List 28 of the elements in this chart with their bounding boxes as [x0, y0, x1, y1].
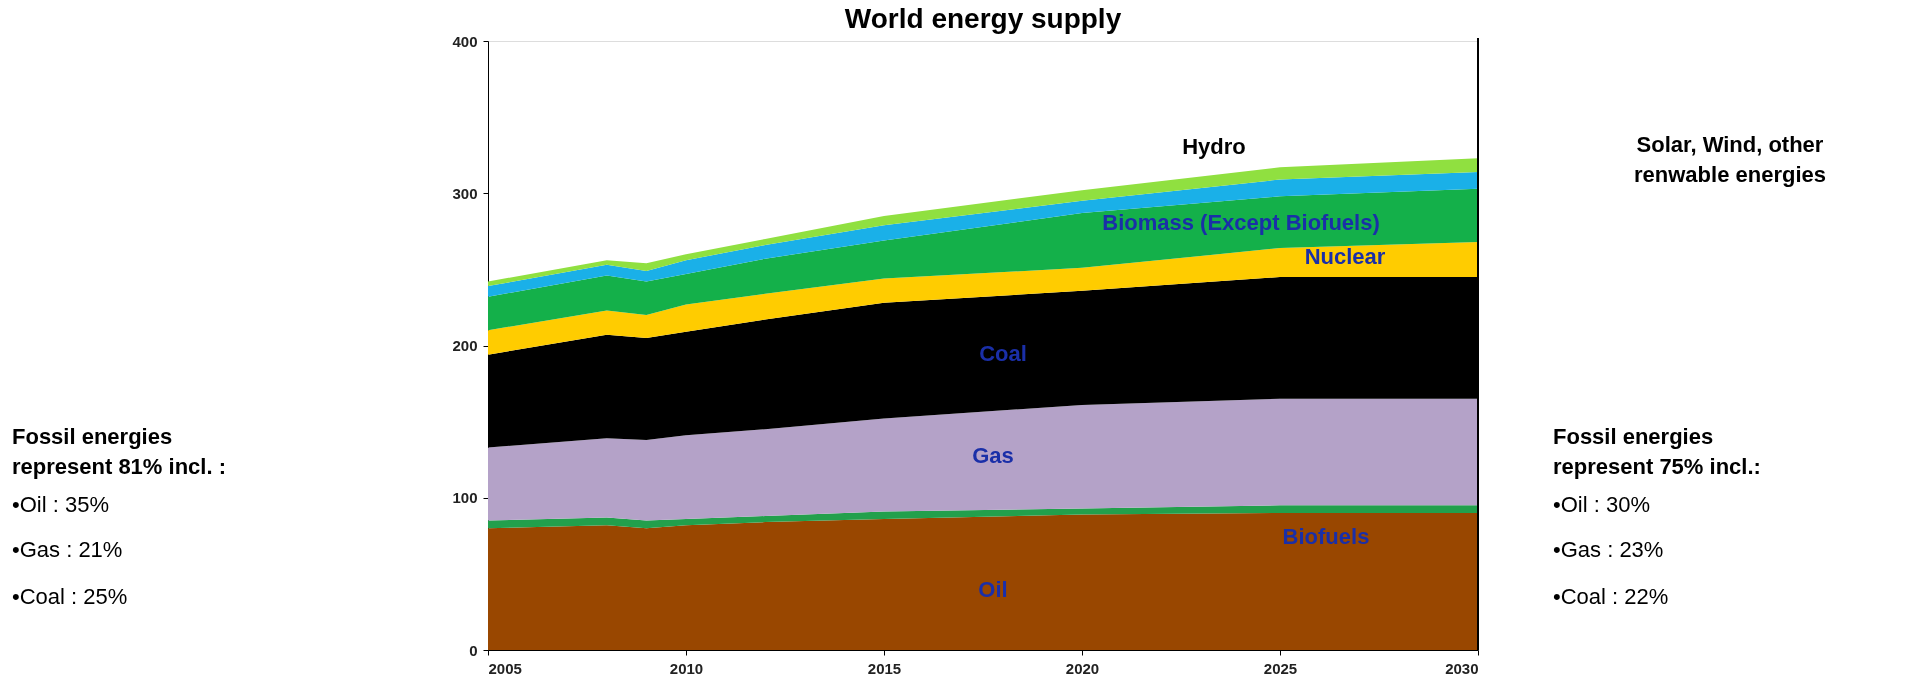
x-tick-label: 2015	[867, 659, 902, 677]
x-tick-label: 2030	[1445, 659, 1479, 677]
annotation: Nuclear	[1304, 244, 1386, 269]
y-tick-label: 100	[452, 489, 478, 507]
x-tick-label: 2020	[1065, 659, 1100, 677]
annotation: Biomass (Except Biofuels)	[1102, 210, 1380, 235]
annotation: Gas	[972, 443, 1014, 468]
y-tick-label: 0	[469, 641, 478, 659]
annotation: Hydro	[1182, 134, 1246, 159]
text: •Gas : 21%	[12, 537, 123, 562]
x-tick-label: 2010	[669, 659, 704, 677]
x-tick-label: 2025	[1263, 659, 1298, 677]
annotation: Coal	[979, 341, 1027, 366]
text: Fossil energies represent 81% incl. :	[12, 424, 226, 479]
y-tick-label: 200	[452, 337, 478, 354]
text: Solar, Wind, other renwable energies	[1634, 132, 1826, 187]
text: •Oil : 35%	[12, 492, 109, 517]
annotation: Oil	[978, 577, 1008, 602]
y-tick-label: 400	[452, 32, 478, 50]
text: •Gas : 23%	[1553, 537, 1664, 562]
text: •Oil : 30%	[1553, 492, 1650, 517]
x-tick-label: 2005	[488, 659, 522, 677]
text: •Coal : 22%	[1553, 584, 1669, 609]
annotation: Biofuels	[1282, 524, 1370, 549]
chart-title: World energy supply	[844, 3, 1122, 34]
text: Fossil energies represent 75% incl.:	[1553, 424, 1761, 479]
y-tick-label: 300	[452, 184, 478, 202]
text: •Coal : 25%	[12, 584, 128, 609]
